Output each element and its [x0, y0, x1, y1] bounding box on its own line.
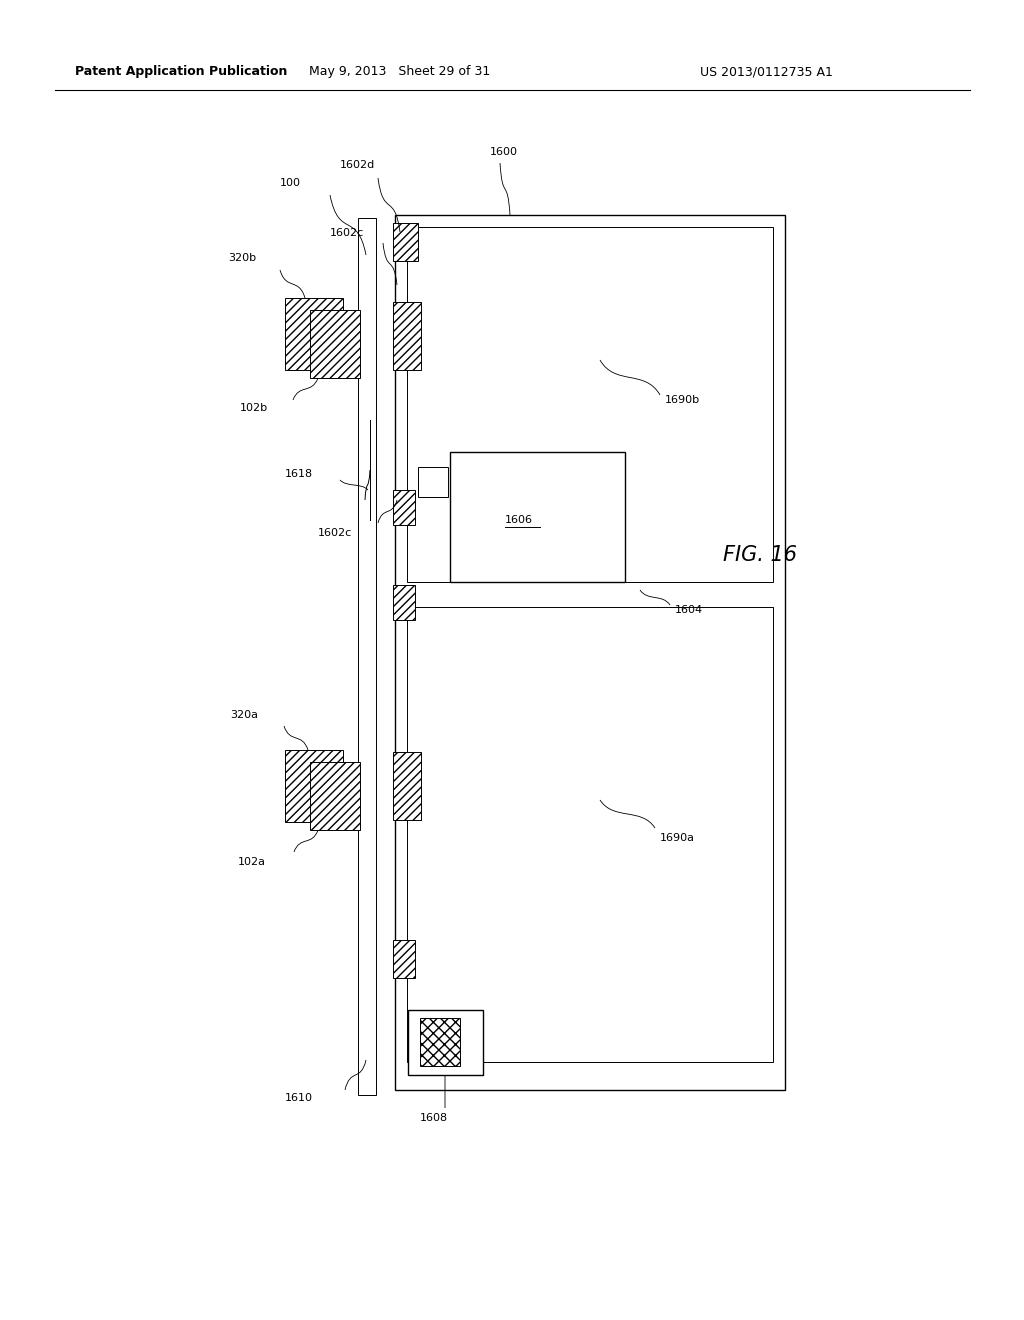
Text: 1602d: 1602d — [340, 160, 375, 170]
Bar — [393, 940, 415, 978]
Text: 1618: 1618 — [285, 469, 313, 479]
Bar — [393, 223, 418, 261]
Text: 102a: 102a — [238, 857, 266, 867]
Bar — [450, 451, 625, 582]
Text: 1604: 1604 — [675, 605, 703, 615]
Bar — [393, 585, 415, 620]
Text: 1602c: 1602c — [330, 228, 365, 238]
Bar — [393, 302, 421, 370]
Text: Patent Application Publication: Patent Application Publication — [75, 66, 288, 78]
Text: 320a: 320a — [230, 710, 258, 719]
Bar — [395, 215, 785, 1090]
Bar — [285, 298, 343, 370]
Text: 1606: 1606 — [505, 515, 534, 525]
Bar — [420, 1018, 460, 1067]
Text: US 2013/0112735 A1: US 2013/0112735 A1 — [700, 66, 833, 78]
Bar — [418, 467, 449, 498]
Text: 1690a: 1690a — [660, 833, 695, 843]
Bar — [310, 762, 360, 830]
Bar — [358, 218, 376, 1096]
Bar — [407, 227, 773, 582]
Bar — [407, 607, 773, 1063]
Bar — [285, 750, 343, 822]
Text: 1600: 1600 — [490, 147, 518, 157]
Bar — [393, 752, 421, 820]
Text: 102b: 102b — [240, 403, 268, 413]
Bar — [393, 490, 415, 525]
Text: 1608: 1608 — [420, 1113, 449, 1123]
Text: FIG. 16: FIG. 16 — [723, 545, 797, 565]
Text: 1610: 1610 — [285, 1093, 313, 1104]
Text: 1602c: 1602c — [318, 528, 352, 539]
Text: May 9, 2013   Sheet 29 of 31: May 9, 2013 Sheet 29 of 31 — [309, 66, 490, 78]
Text: 320b: 320b — [228, 253, 256, 263]
Bar — [408, 1010, 483, 1074]
Bar — [310, 310, 360, 378]
Text: 100: 100 — [280, 178, 301, 187]
Text: 1690b: 1690b — [665, 395, 700, 405]
